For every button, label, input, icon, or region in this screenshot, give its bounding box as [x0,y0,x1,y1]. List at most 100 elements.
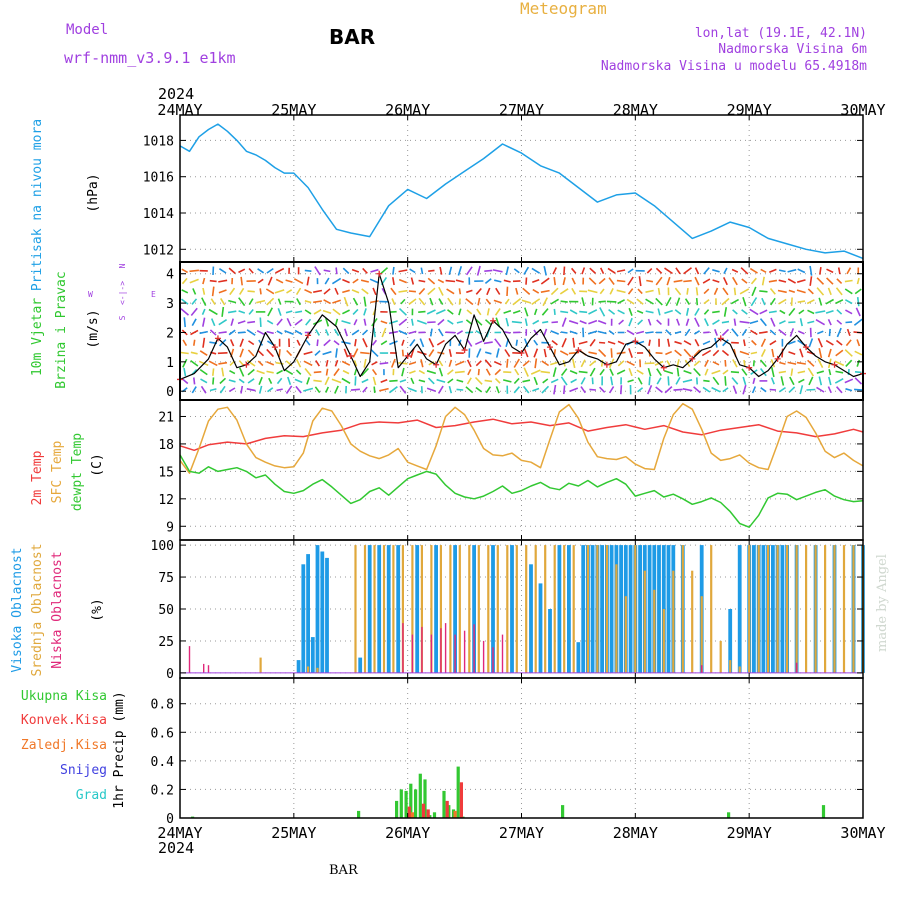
cloud-mid-bar [833,545,836,673]
lonlat-label: lon,lat (19.1E, 42.1N) [695,26,867,41]
wind-barb [569,369,578,375]
wind-barb [703,318,709,327]
wind-barb [724,376,727,386]
wind-barb [475,360,482,367]
wind-barb [646,268,653,274]
wind-barb [372,376,377,386]
wind-barb [258,339,264,346]
wind-barb [686,287,689,295]
wind-barb [304,300,312,304]
wind-barb [180,308,190,316]
cloud-high-bar [548,609,552,673]
wind-barb [550,298,560,305]
wind-barb [513,377,520,385]
wind-barb [607,340,616,345]
cloud-high-bar [581,545,586,673]
chart-marks [177,123,866,818]
wind-barb [418,369,425,375]
wind-barb [587,289,598,294]
wind-barb [524,307,529,317]
wind-barb [665,350,673,356]
y-tick-label: 0 [166,812,174,827]
wind-barb [418,310,426,313]
wind-barb [237,331,246,334]
wind-barb [238,268,246,274]
wind-barb [667,338,671,347]
precip-frozen-bar [453,810,457,818]
wind-barb [448,385,453,394]
wind-barb [845,309,853,315]
wind-barb [579,320,587,325]
wind-barb [217,352,228,355]
wind-barb [426,387,436,392]
wind-barb [494,378,501,384]
cloud-mid-bar [767,545,770,673]
panel-frame [179,114,864,263]
wind-barb [618,319,625,325]
wind-barb [675,297,681,306]
wind-barb [351,329,360,336]
wind-barb [740,267,749,275]
x-tick-label-bottom: 27MAY [499,824,544,842]
cloud-mid-bar [563,545,566,673]
wind-barb [703,288,710,295]
wind-barb [656,368,662,377]
wind-barb [341,320,351,325]
precip-total-bar [357,810,361,818]
wind-speed-marker [243,361,250,368]
wind-barb [287,376,292,386]
wind-barb [202,277,206,285]
grid-lines [180,115,863,819]
y-tick-label: 50 [158,603,174,618]
wind-barb [636,369,644,375]
wind-barb [550,287,559,296]
wind-barb [486,287,491,296]
wind-barb [495,317,501,327]
wind-speed-marker [546,344,553,351]
wind-barb [645,298,654,305]
wind-barb [228,299,237,304]
wind-speed-marker [490,317,497,324]
wind-barb [739,288,750,295]
wind-barb [836,319,843,325]
cloud-mid-bar [710,545,713,673]
wind-speed-marker [376,270,383,277]
wind-barb [513,268,520,274]
wind-barb [616,289,626,294]
wind-barb [799,318,803,327]
wind-barb [335,267,338,275]
cloud-mid-bar [401,545,404,673]
wind-barb [466,359,472,368]
wind-barb [370,300,379,304]
precip-conv-bar [426,809,430,818]
wind-barb [495,348,500,358]
wind-barb [531,298,541,306]
wind-barb [199,330,208,335]
wind-unit: (m/s) [86,309,101,348]
wind-barb [845,359,853,367]
wind-barb [684,298,691,305]
wind-barb [408,298,417,305]
wind-barb [238,360,245,367]
y-tick-label: 2 [166,326,174,341]
model-label: Model [66,22,108,38]
wind-barb [505,317,510,327]
wind-barb [182,339,188,347]
wind-barb [703,267,710,275]
wind-barb [371,339,378,346]
wind-barb [853,318,863,326]
wind-barb [417,350,427,356]
wind-barb [189,278,199,284]
precip-conv-bar [459,782,463,818]
wind-barb [503,331,511,334]
wind-speed-marker [746,364,753,371]
wind-barb [265,288,275,295]
wind-barb [295,310,303,314]
wind-barb [610,348,613,358]
wind-barb [522,379,531,383]
wind-barb [617,340,625,345]
wind-barb [239,338,244,347]
wind-barb [827,318,832,326]
cloud-mid-bar [795,545,798,673]
wind-barb [296,339,301,346]
